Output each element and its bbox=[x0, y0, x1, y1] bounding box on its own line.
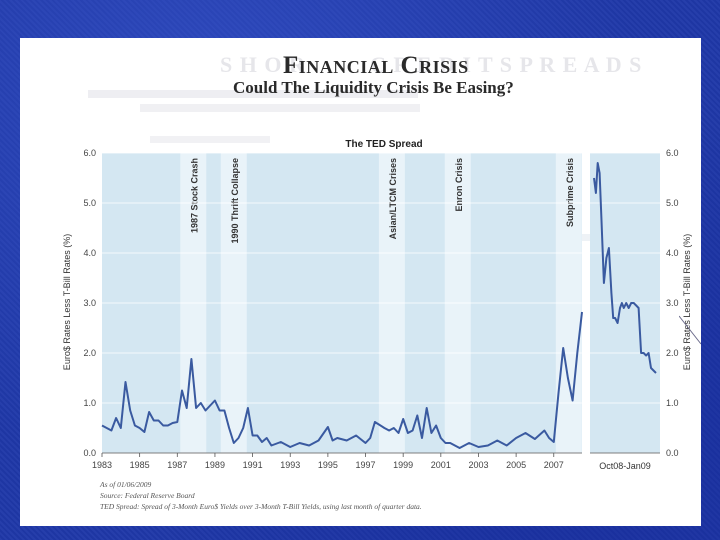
slide-content: S H O R C R E D I T S P R E A D S Financ… bbox=[20, 38, 701, 526]
x-tick-label: 2007 bbox=[544, 460, 564, 470]
y-tick-label-right: 5.0 bbox=[666, 198, 679, 208]
footnote-source: Source: Federal Reserve Board bbox=[100, 491, 195, 500]
y-tick-label-right: 0.0 bbox=[666, 448, 679, 458]
inset-ted-spread-line bbox=[593, 162, 657, 374]
inset-x-axis-label: Oct08-Jan09 bbox=[599, 461, 651, 471]
y-tick-label-right: 6.0 bbox=[666, 148, 679, 158]
crisis-label: 1987 Stock Crash bbox=[189, 158, 199, 233]
ted-spread-line bbox=[101, 311, 583, 449]
y-tick-label-right: 2.0 bbox=[666, 348, 679, 358]
crisis-label: Enron Crisis bbox=[454, 158, 464, 212]
crisis-label: Asian/LTCM Crises bbox=[388, 158, 398, 239]
y-tick-label-left: 6.0 bbox=[83, 148, 96, 158]
y-tick-label-left: 5.0 bbox=[83, 198, 96, 208]
y-tick-label-right: 4.0 bbox=[666, 248, 679, 258]
footnote-definition: TED Spread: Spread of 3-Month Euro$ Yiel… bbox=[100, 502, 422, 511]
y-axis-label-right: Euro$ Rates Less T-Bill Rates (%) bbox=[682, 234, 692, 370]
crisis-label: 1990 Thrift Collapse bbox=[230, 158, 240, 244]
y-tick-label-left: 1.0 bbox=[83, 398, 96, 408]
chart-title: The TED Spread bbox=[345, 139, 422, 150]
ted-spread-chart: 1987 Stock Crash 1990 Thrift Collapse Asia… bbox=[62, 139, 692, 471]
y-tick-label-right: 1.0 bbox=[666, 398, 679, 408]
y-tick-label-right: 3.0 bbox=[666, 298, 679, 308]
x-tick-label: 2005 bbox=[506, 460, 526, 470]
x-tick-label: 1985 bbox=[130, 460, 150, 470]
y-tick-label-left: 3.0 bbox=[83, 298, 96, 308]
connector-line bbox=[679, 315, 701, 345]
slide-title: Financial Crisis bbox=[283, 52, 469, 79]
crisis-label: Subprime Crisis bbox=[565, 158, 575, 227]
x-tick-label: 2003 bbox=[468, 460, 488, 470]
y-tick-label-left: 2.0 bbox=[83, 348, 96, 358]
slide-subtitle: Could The Liquidity Crisis Be Easing? bbox=[233, 78, 514, 97]
x-tick-label: 1987 bbox=[167, 460, 187, 470]
x-tick-label: 1999 bbox=[393, 460, 413, 470]
y-tick-label-left: 0.0 bbox=[83, 448, 96, 458]
x-tick-label: 1997 bbox=[356, 460, 376, 470]
x-tick-label: 1993 bbox=[280, 460, 300, 470]
y-axis-label-left: Euro$ Rates Less T-Bill Rates (%) bbox=[62, 234, 72, 370]
x-tick-label: 1989 bbox=[205, 460, 225, 470]
y-tick-label-left: 4.0 bbox=[83, 248, 96, 258]
x-tick-label: 1995 bbox=[318, 460, 338, 470]
x-tick-label: 1983 bbox=[92, 460, 112, 470]
chart-footnotes: As of 01/06/2009 Source: Federal Reserve… bbox=[100, 479, 422, 512]
x-tick-label: 1991 bbox=[243, 460, 263, 470]
x-tick-label: 2001 bbox=[431, 460, 451, 470]
footnote-date: As of 01/06/2009 bbox=[100, 480, 152, 489]
